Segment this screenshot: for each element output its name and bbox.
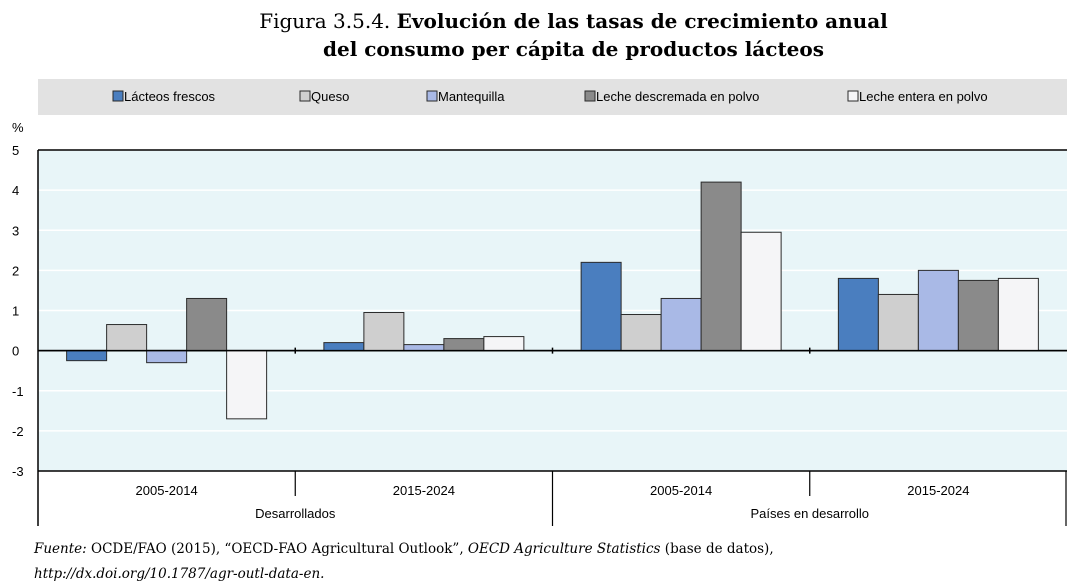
y-tick-label: 2 [12,263,19,278]
bar [146,350,188,364]
x-group-label: Países en desarrollo [750,506,869,521]
legend: Lácteos frescos Queso Mantequilla Leche des… [112,89,988,104]
legend-label: Leche entera en polvo [859,89,988,104]
y-axis-unit-label: % [12,120,24,135]
bar [660,297,702,352]
source-url: http://dx.doi.org/10.1787/agr-outl-data-… [34,566,325,582]
bar [580,261,622,352]
y-tick-label: 5 [12,143,19,158]
legend-label: Queso [311,89,349,104]
source-text-b: OECD Agriculture Statistics [467,541,661,557]
bar [957,279,999,352]
legend-label: Mantequilla [438,89,505,104]
bar [363,312,405,352]
title-text-line1: Evolución de las tasas de crecimiento an… [396,9,888,33]
source-line2: http://dx.doi.org/10.1787/agr-outl-data-… [34,565,324,583]
legend-background [38,79,1067,115]
x-axis: 2005-2014 2015-2024 2005-2014 2015-2024 Desa… [37,150,1067,526]
bar [106,324,148,352]
x-group-label: Desarrollados [255,506,336,521]
legend-swatch [112,90,124,102]
legend-swatch [847,90,859,102]
source-text-a: OCDE/FAO (2015), “OECD-FAO Agricultural … [91,541,464,557]
bar [837,277,879,352]
y-tick-label: -3 [12,464,24,479]
bar [226,350,268,420]
bars [38,181,1067,420]
legend-label: Leche descremada en polvo [596,89,759,104]
x-tick-label: 2015-2024 [907,483,969,498]
bar [443,338,485,352]
legend-swatch [299,90,311,102]
bar [66,350,108,362]
x-tick-label: 2005-2014 [136,483,198,498]
x-tick-label: 2005-2014 [650,483,712,498]
bar [700,181,742,352]
bar [620,314,662,352]
source-text-c: (base de datos), [664,541,774,557]
y-tick-label: 1 [12,304,19,319]
bar [917,269,959,352]
y-tick-label: 3 [12,223,19,238]
y-tick-label: 0 [12,344,19,359]
legend-swatch [584,90,596,102]
chart-title-line1: Figura 3.5.4. Evolución de las tasas de … [40,8,1067,34]
bar [997,277,1039,352]
chart-title-line2: del consumo per cápita de productos láct… [322,37,824,61]
legend-label: Lácteos frescos [124,89,216,104]
figure-number: Figura 3.5.4. [259,9,391,33]
y-tick-label: -2 [12,424,24,439]
bar [403,344,445,352]
y-tick-label: 4 [12,183,19,198]
legend-swatch [426,90,438,102]
source-line1: Fuente: OCDE/FAO (2015), “OECD-FAO Agric… [34,540,774,558]
source-label: Fuente: [34,541,87,557]
bar [186,297,228,352]
bar [740,231,782,352]
bar [323,342,365,352]
y-tick-label: -1 [12,384,24,399]
x-tick-label: 2015-2024 [393,483,455,498]
bar [483,336,525,352]
y-axis-ticks: 5 4 3 2 1 0 -1 -2 -3 [12,143,24,479]
bar [877,293,919,352]
